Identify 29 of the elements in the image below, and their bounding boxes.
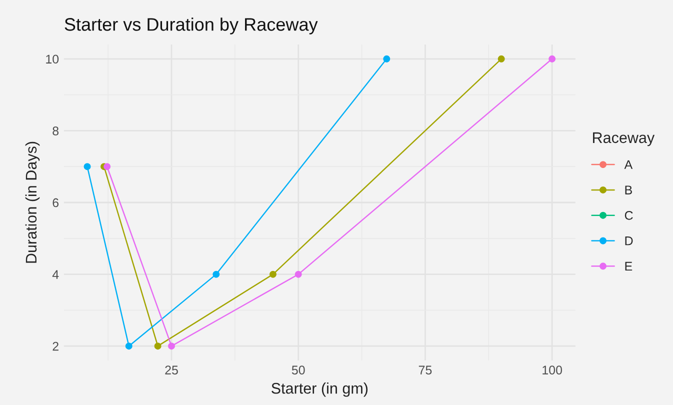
x-tick-label: 75	[418, 366, 432, 374]
point	[104, 163, 111, 170]
point	[125, 342, 132, 350]
x-tick-label: 50	[292, 366, 305, 374]
point	[383, 55, 390, 62]
point	[84, 163, 91, 170]
y-tick-label: 8	[52, 126, 59, 136]
y-tick-label: 10	[46, 54, 59, 64]
x-axis-title: Starter (in gm)	[272, 382, 368, 397]
x-tick-label: 100	[542, 366, 562, 374]
legend-title: Raceway	[593, 132, 655, 146]
y-tick-label: 4	[52, 270, 59, 279]
y-axis-title: Duration (in Days)	[25, 142, 40, 263]
point	[498, 55, 505, 62]
point	[212, 270, 220, 278]
point	[270, 270, 276, 278]
point	[154, 342, 162, 350]
legend-label: A	[624, 160, 633, 169]
chart-title: Starter vs Duration by Raceway	[64, 18, 318, 34]
point	[168, 342, 175, 350]
x-tick-label: 25	[165, 366, 178, 374]
y-tick-label: 6	[52, 198, 59, 208]
legend-label: C	[624, 211, 633, 220]
point	[294, 270, 302, 278]
y-tick-label: 2	[52, 342, 58, 351]
legend-label: D	[625, 236, 633, 246]
legend-label: E	[625, 262, 632, 271]
legend-label: B	[625, 186, 632, 194]
point	[548, 55, 556, 62]
